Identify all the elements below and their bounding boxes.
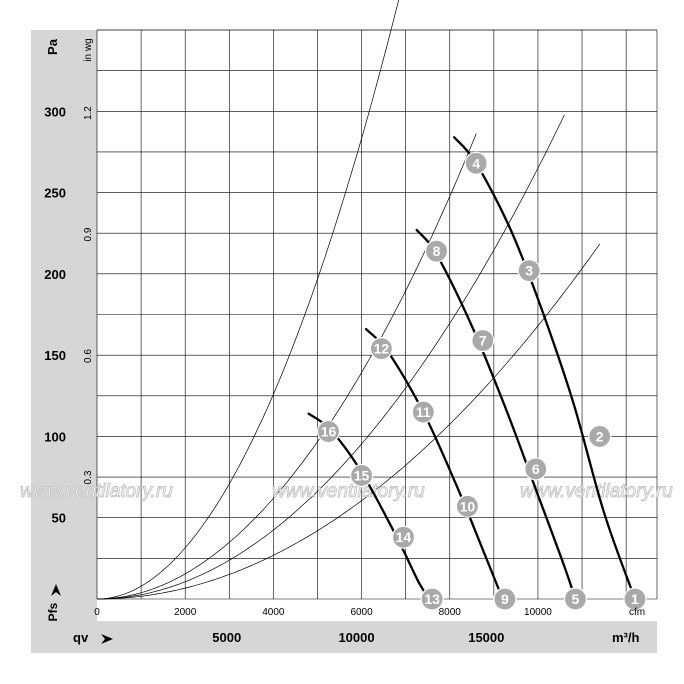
system-curve [97, 243, 600, 600]
marker-circle [369, 337, 394, 361]
y-unit-inwg: in wg [83, 38, 94, 61]
system-curve [97, 133, 477, 600]
marker-1: 1 [623, 587, 647, 611]
marker-16: 16 [316, 419, 341, 444]
watermark-text: www.ventilatory.ru [272, 481, 425, 502]
marker-circle [563, 587, 588, 611]
marker-label: 9 [501, 591, 509, 607]
x-unit-m3h: m³/h [612, 630, 640, 645]
marker-3: 3 [517, 259, 541, 283]
marker-9: 9 [493, 587, 517, 611]
x-axis-symbol: qv [73, 630, 89, 645]
watermark-text: www.ventilatory.ru [520, 481, 673, 502]
inwg-tick-label: 0.9 [83, 227, 94, 241]
marker-circle [391, 525, 416, 549]
marker-circle [455, 494, 479, 518]
inwg-tick-label: 0.6 [83, 349, 94, 363]
left-axis-band [31, 30, 97, 653]
marker-label: 10 [460, 498, 476, 514]
bottom-axis-band [31, 621, 657, 653]
pa-tick-label: 50 [52, 511, 66, 526]
watermark-text: www.ventilatory.ru [20, 481, 173, 502]
y-axis-symbol: Pfs [46, 602, 60, 621]
cfm-tick-label: 0 [94, 607, 100, 618]
marker-label: 3 [525, 263, 533, 279]
x-axis-arrow-icon [101, 634, 113, 644]
marker-label: 12 [374, 341, 390, 357]
marker-circle [524, 457, 548, 481]
marker-label: 16 [321, 424, 337, 440]
marker-circle [588, 424, 612, 449]
marker-7: 7 [471, 328, 495, 353]
marker-circle [316, 419, 341, 444]
marker-circle [517, 259, 541, 283]
marker-2: 2 [588, 424, 612, 449]
marker-6: 6 [524, 457, 548, 481]
system-curves [97, 0, 600, 600]
marker-circle [411, 400, 435, 424]
marker-5: 5 [563, 587, 588, 611]
marker-circle [349, 463, 374, 488]
pa-tick-label: 300 [44, 104, 66, 119]
watermarks: www.ventilatory.ru www.ventilatory.ru www.… [20, 481, 674, 503]
marker-label: 1 [631, 591, 639, 607]
marker-10: 10 [455, 494, 479, 518]
tick-labels: 50 100 150 200 250 300 0.3 0.6 0.9 1.2 0 2000 4000 60… [44, 104, 552, 645]
pa-tick-label: 250 [44, 186, 66, 201]
m3h-tick-label: 5000 [212, 630, 241, 645]
marker-label: 2 [596, 428, 604, 444]
system-curve [97, 114, 565, 600]
marker-label: 4 [472, 155, 480, 171]
pa-tick-label: 200 [44, 267, 66, 282]
marker-15: 15 [349, 463, 374, 488]
marker-label: 6 [532, 461, 540, 477]
marker-12: 12 [369, 337, 394, 361]
marker-label: 7 [479, 333, 487, 349]
marker-circle [623, 587, 647, 611]
grid [96, 29, 658, 600]
marker-label: 14 [396, 529, 412, 545]
marker-14: 14 [391, 525, 416, 549]
cfm-tick-label: 8000 [439, 607, 462, 618]
m3h-tick-label: 15000 [468, 630, 504, 645]
y-unit-pa: Pa [45, 38, 60, 55]
x-unit-cfm: cfm [629, 607, 645, 618]
marker-11: 11 [411, 400, 435, 424]
marker-circle [420, 587, 444, 611]
marker-circle [424, 239, 449, 263]
marker-circle [464, 151, 488, 175]
marker-label: 11 [416, 404, 431, 420]
marker-8: 8 [424, 239, 449, 263]
system-curve [97, 0, 400, 600]
marker-label: 8 [433, 243, 441, 259]
marker-4: 4 [464, 151, 488, 175]
pa-tick-label: 150 [44, 348, 66, 363]
marker-label: 15 [354, 467, 370, 483]
inwg-tick-label: 0.3 [83, 470, 94, 484]
marker-13: 13 [420, 587, 444, 611]
y-axis-arrow-icon [51, 584, 61, 596]
cfm-tick-label: 6000 [350, 607, 373, 618]
inwg-tick-label: 1.2 [83, 106, 94, 120]
m3h-tick-label: 10000 [338, 630, 374, 645]
cfm-tick-label: 10000 [524, 607, 552, 618]
marker-label: 5 [572, 591, 580, 607]
cfm-tick-label: 2000 [174, 607, 197, 618]
marker-circle [471, 328, 495, 353]
pa-tick-label: 100 [44, 429, 66, 444]
marker-label: 13 [424, 591, 440, 607]
cfm-tick-label: 4000 [262, 607, 285, 618]
marker-circle [493, 587, 517, 611]
